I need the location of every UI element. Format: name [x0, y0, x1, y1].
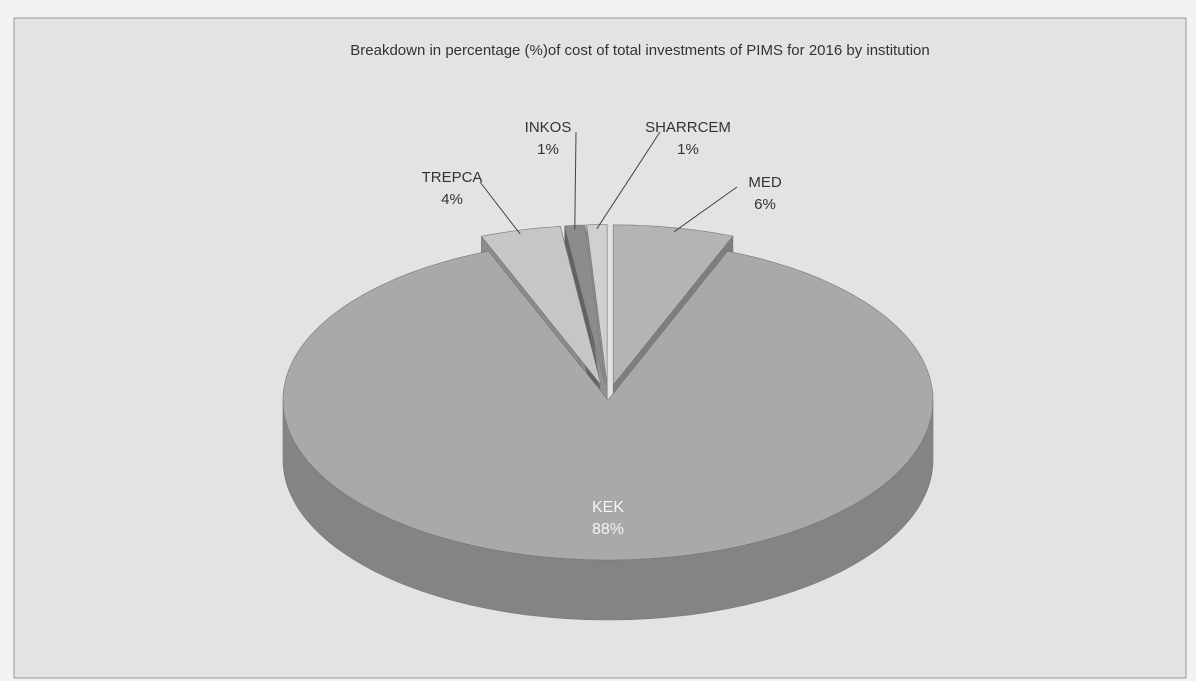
slice-value-label: 6% [754, 196, 776, 213]
pie-tops [282, 224, 934, 561]
slice-label: MED [748, 174, 782, 191]
slice-label: SHARRCEM [645, 119, 731, 136]
leader-line [574, 131, 577, 230]
pie-slice [480, 225, 602, 386]
slice-label: KEK [592, 499, 624, 516]
pie-slice [586, 224, 608, 385]
leader-line [479, 181, 521, 235]
pie-slice [612, 224, 734, 386]
leader-line [596, 131, 661, 229]
chart-title: Breakdown in percentage (%)of cost of to… [350, 42, 929, 59]
slice-label: TREPCA [422, 169, 483, 186]
pie-slice [282, 250, 934, 561]
slice-value-label: 4% [441, 191, 463, 208]
slice-value-label: 1% [677, 141, 699, 158]
slice-value-label: 1% [537, 141, 559, 158]
leader-line [673, 186, 738, 233]
slice-value-label: 88% [592, 521, 624, 538]
slice-label: INKOS [525, 119, 572, 136]
